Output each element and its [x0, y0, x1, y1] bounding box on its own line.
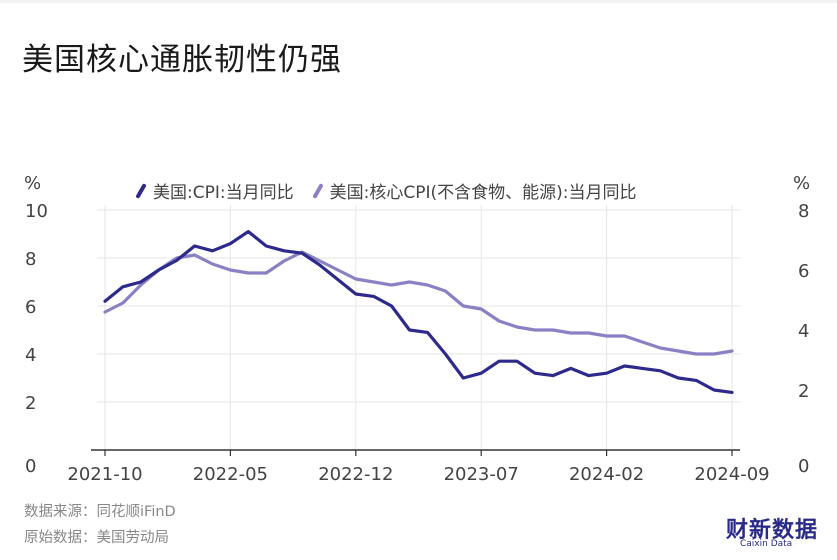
brand-logo-sub: Caixin Data — [740, 539, 793, 549]
legend-label-core-cpi: 美国:核心CPI(不含食物、能源):当月同比 — [329, 183, 637, 203]
y-right-tick-label-0: 0 — [798, 456, 809, 477]
top-rule — [0, 0, 837, 3]
y-left-tick-label-2: 4 — [25, 345, 36, 366]
data-source: 数据来源：同花顺iFinD — [24, 504, 176, 520]
y-left-tick-label-0: 0 — [25, 456, 36, 477]
legend-item-cpi: 美国:CPI:当月同比 — [135, 178, 294, 203]
right-axis-unit: % — [793, 173, 811, 194]
y-right-tick-label-1: 2 — [798, 381, 809, 402]
x-tick-label-5: 2024-09 — [694, 464, 769, 485]
legend-item-core-cpi: 美国:核心CPI(不含食物、能源):当月同比 — [312, 178, 637, 203]
original-data-source: 原始数据：美国劳动局 — [24, 530, 169, 546]
x-tick-label-4: 2024-02 — [569, 464, 644, 485]
series-line-core-cpi — [103, 250, 734, 356]
chart-legend: 美国:CPI:当月同比 美国:核心CPI(不含食物、能源):当月同比 — [135, 178, 636, 203]
x-tick-label-0: 2021-10 — [67, 464, 142, 485]
page-title: 美国核心通胀韧性仍强 — [22, 42, 342, 78]
y-right-tick-label-3: 6 — [798, 261, 809, 282]
y-left-tick-label-4: 8 — [25, 249, 36, 270]
y-left-tick-label-3: 6 — [25, 297, 36, 318]
series-line-cpi — [103, 230, 734, 394]
y-left-tick-label-1: 2 — [25, 393, 36, 414]
left-axis-unit: % — [24, 173, 42, 194]
brand-logo: 财新数据 — [726, 518, 819, 543]
x-tick-label-3: 2023-07 — [444, 464, 519, 485]
x-tick-label-2: 2022-12 — [318, 464, 393, 485]
x-tick-label-1: 2022-05 — [193, 464, 268, 485]
legend-label-cpi: 美国:CPI:当月同比 — [153, 183, 294, 203]
y-right-tick-label-4: 8 — [798, 201, 809, 222]
y-right-tick-label-2: 4 — [798, 321, 809, 342]
y-left-tick-label-5: 10 — [25, 201, 48, 222]
